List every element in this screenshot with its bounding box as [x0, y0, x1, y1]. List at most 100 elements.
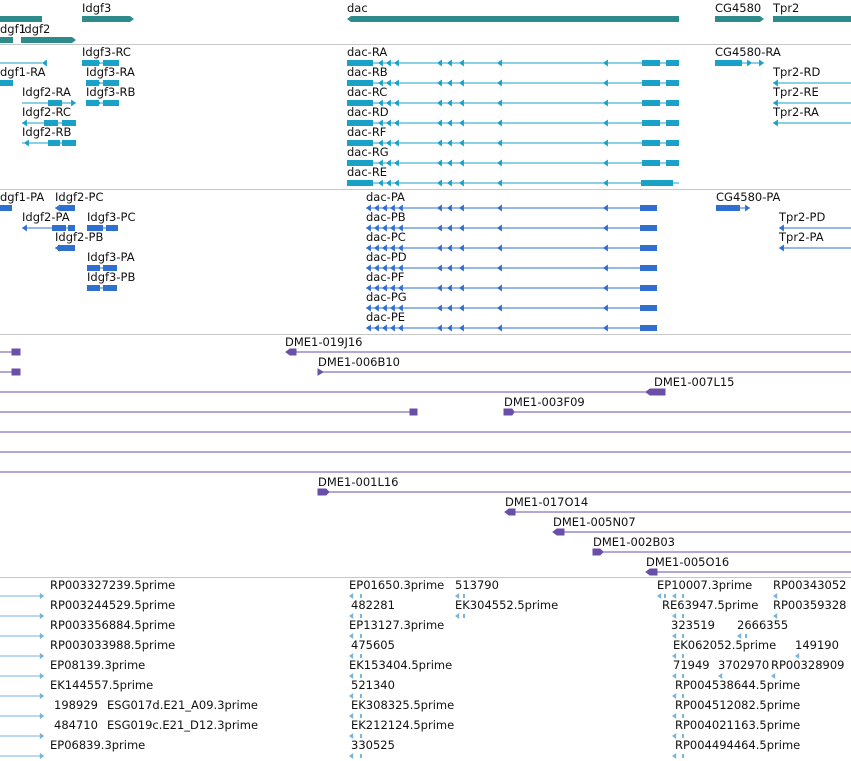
transcript-label[interactable]: Tpr2-RE — [773, 85, 819, 99]
clone-label[interactable]: DME1-005O16 — [646, 555, 730, 569]
protein-label[interactable]: Idgf2-PB — [55, 230, 104, 244]
clone-label[interactable]: DME1-019J16 — [285, 335, 363, 349]
est-label[interactable]: EK144557.5prime — [50, 678, 154, 692]
transcript-label[interactable]: dac-RF — [347, 125, 387, 139]
protein-label[interactable]: dac-PG — [366, 290, 407, 304]
est-label[interactable]: RP003327239.5prime — [50, 578, 176, 592]
est-label[interactable]: 71949 — [673, 658, 710, 672]
protein-label[interactable]: dac-PE — [366, 310, 406, 324]
protein-label[interactable]: Idgf3-PB — [87, 270, 136, 284]
track-separator — [0, 44, 851, 45]
gene-label[interactable]: Tpr2 — [773, 1, 800, 15]
est-label[interactable]: 475605 — [351, 638, 395, 652]
est-label[interactable]: RP004512082.5prime — [675, 698, 801, 712]
clone-label[interactable]: DME1-001L16 — [318, 475, 399, 489]
transcript-label[interactable]: dac-RD — [347, 105, 389, 119]
exon-block — [106, 225, 118, 231]
est-label[interactable]: EP01650.3prime — [349, 578, 445, 592]
est-label[interactable]: 484710 — [54, 718, 98, 732]
est-label[interactable]: ESG017d.E21_A09.3prime — [107, 698, 259, 712]
transcript-label[interactable]: Idgf3-RA — [86, 65, 135, 79]
gene-bar-idgf2[interactable] — [21, 37, 76, 43]
transcript-label[interactable]: Idgf2-RB — [22, 125, 72, 139]
est-label[interactable]: EK062052.5prime — [673, 638, 777, 652]
est-label[interactable]: EK308325.5prime — [351, 698, 455, 712]
exon-block — [640, 245, 657, 251]
clone-label[interactable]: DME1-002B03 — [593, 535, 675, 549]
est-label[interactable]: RP00343052 — [773, 578, 847, 592]
protein-label[interactable]: dac-PF — [366, 270, 405, 284]
gene-bar-cg4580[interactable] — [715, 16, 764, 22]
est-label[interactable]: 149190 — [795, 638, 839, 652]
est-label[interactable]: ESG019c.E21_D12.3prime — [107, 718, 259, 732]
transcript-label[interactable]: dac-RG — [347, 145, 389, 159]
protein-label[interactable]: Idgf3-PC — [87, 210, 136, 224]
protein-label[interactable]: dgf1-PA — [0, 190, 45, 204]
est-label[interactable]: RE63947.5prime — [662, 598, 759, 612]
gene-bar-idgf3[interactable] — [82, 16, 134, 22]
gene-label[interactable]: CG4580 — [715, 1, 762, 15]
est-label[interactable]: RP00328909 — [771, 658, 845, 672]
transcript-label[interactable]: Tpr2-RA — [773, 105, 819, 119]
transcript-label[interactable]: Idgf2-RC — [22, 105, 71, 119]
est-label[interactable]: 323519 — [671, 618, 715, 632]
transcript-label[interactable]: Idgf3-RB — [86, 85, 136, 99]
transcript-label[interactable]: dac-RC — [347, 85, 388, 99]
est-label[interactable]: 3702970 — [718, 658, 770, 672]
est-label[interactable]: 2666355 — [737, 618, 789, 632]
transcript-label[interactable]: dgf1-RA — [0, 65, 46, 79]
gene-label[interactable]: Idgf2 — [21, 22, 51, 36]
transcript-label[interactable]: dac-RB — [347, 65, 388, 79]
transcript-label[interactable]: dac-RE — [347, 165, 388, 179]
est-label[interactable]: RP004494464.5prime — [675, 738, 801, 752]
est-label[interactable]: RP004538644.5prime — [675, 678, 801, 692]
protein-label[interactable]: Tpr2-PA — [779, 230, 824, 244]
est-label[interactable]: EK304552.5prime — [455, 598, 559, 612]
transcript-label[interactable]: Idgf2-RA — [22, 85, 71, 99]
gene-bar-tpr2[interactable] — [773, 16, 851, 22]
est-label[interactable]: RP003356884.5prime — [50, 618, 176, 632]
protein-label[interactable]: dac-PD — [366, 250, 407, 264]
protein-label[interactable]: dac-PB — [366, 210, 406, 224]
est-label[interactable]: 513790 — [455, 578, 499, 592]
clone-label[interactable]: DME1-003F09 — [504, 395, 585, 409]
est-label[interactable]: EP08139.3prime — [50, 658, 146, 672]
est-label[interactable]: 198929 — [54, 698, 98, 712]
transcript-label[interactable]: CG4580-RA — [715, 45, 781, 59]
clone-label[interactable]: DME1-005N07 — [553, 515, 636, 529]
transcript-label[interactable]: Idgf3-RC — [82, 45, 131, 59]
gene-label[interactable]: dac — [347, 1, 368, 15]
est-label[interactable]: EP13127.3prime — [349, 618, 445, 632]
est-label[interactable]: RP003033988.5prime — [50, 638, 176, 652]
est-end — [463, 594, 465, 598]
clone-label[interactable]: DME1-017O14 — [505, 495, 589, 509]
strand-arrow-left — [459, 304, 464, 312]
gene-bar-idgf1[interactable] — [0, 37, 13, 43]
est-label[interactable]: RP004021163.5prime — [675, 718, 801, 732]
clone-label[interactable]: DME1-006B10 — [318, 355, 400, 369]
est-label[interactable]: EP06839.3prime — [50, 738, 146, 752]
transcript-label[interactable]: Tpr2-RD — [773, 65, 821, 79]
gene-bar-idgf1-top[interactable] — [0, 16, 42, 22]
est-label[interactable]: RP003244529.5prime — [50, 598, 176, 612]
est-label[interactable]: EK212124.5prime — [351, 718, 455, 732]
protein-label[interactable]: Idgf2-PC — [55, 190, 104, 204]
protein-label[interactable]: CG4580-PA — [716, 190, 781, 204]
strand-arrow-left — [24, 139, 29, 147]
est-label[interactable]: EK153404.5prime — [349, 658, 453, 672]
protein-label[interactable]: Idgf3-PA — [87, 250, 135, 264]
est-label[interactable]: 521340 — [351, 678, 395, 692]
protein-label[interactable]: dac-PC — [366, 230, 406, 244]
est-label[interactable]: EP10007.3prime — [657, 578, 753, 592]
protein-label[interactable]: Tpr2-PD — [779, 210, 826, 224]
transcript-label[interactable]: dac-RA — [347, 45, 388, 59]
clone-label[interactable]: DME1-007L15 — [654, 375, 735, 389]
gene-label[interactable]: dgf1 — [0, 22, 26, 36]
protein-label[interactable]: dac-PA — [366, 190, 405, 204]
est-label[interactable]: RP00359328 — [773, 598, 847, 612]
gene-bar-dac[interactable] — [347, 16, 679, 22]
gene-label[interactable]: Idgf3 — [82, 1, 112, 15]
est-label[interactable]: 330525 — [351, 738, 395, 752]
protein-label[interactable]: Idgf2-PA — [22, 210, 70, 224]
est-label[interactable]: 482281 — [351, 598, 395, 612]
